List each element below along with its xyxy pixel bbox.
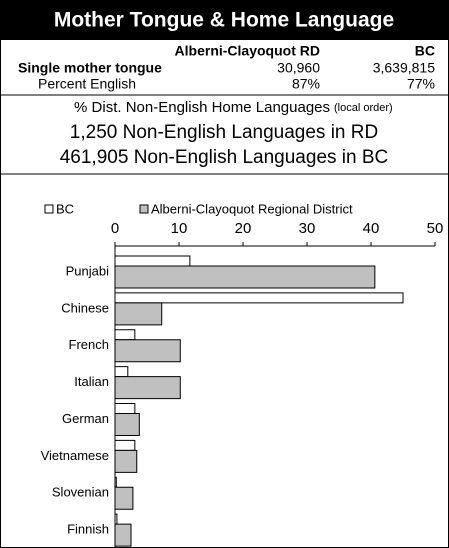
y-tick-label: Chinese xyxy=(61,300,109,315)
bar xyxy=(114,302,163,326)
y-tick-label: Slovenian xyxy=(52,485,109,500)
cell: 30,960 xyxy=(277,60,320,76)
x-tick-label: 50 xyxy=(427,220,444,237)
x-tick-label: 30 xyxy=(299,220,316,237)
bar xyxy=(114,413,140,436)
x-tick-label: 20 xyxy=(235,220,252,237)
cell: 77% xyxy=(407,76,435,92)
bar xyxy=(114,449,138,473)
bar xyxy=(114,292,404,304)
bar xyxy=(114,329,136,341)
bar xyxy=(114,265,376,289)
y-tick-label: Finnish xyxy=(67,522,109,537)
title: Mother Tongue & Home Language xyxy=(54,9,394,32)
cell: 87% xyxy=(292,76,320,92)
summary-heading: % Dist. Non-English Home Languages xyxy=(74,99,330,116)
cell: 3,639,815 xyxy=(373,60,435,76)
row-label: Percent English xyxy=(38,76,136,92)
legend-swatch xyxy=(139,204,149,214)
legend-swatch xyxy=(44,204,54,214)
title-band xyxy=(0,0,449,40)
bar xyxy=(114,403,136,414)
x-tick-label: 10 xyxy=(171,220,188,237)
bar xyxy=(114,339,181,363)
legend-label: BC xyxy=(56,201,74,216)
bar xyxy=(114,376,181,400)
y-tick-label: Vietnamese xyxy=(41,448,109,463)
column-header: Alberni-Clayoquot RD xyxy=(175,43,320,59)
y-tick-label: French xyxy=(69,337,109,352)
x-tick-label: 0 xyxy=(111,220,119,237)
x-tick-label: 40 xyxy=(363,220,380,237)
bar xyxy=(114,366,129,378)
y-tick-label: German xyxy=(62,411,109,426)
y-tick-label: Italian xyxy=(74,374,109,389)
bar xyxy=(114,513,118,525)
bar xyxy=(114,523,132,547)
bar xyxy=(114,476,117,488)
bar xyxy=(114,439,136,451)
bar xyxy=(114,255,191,267)
legend-label: Alberni-Clayoquot Regional District xyxy=(151,201,353,216)
bar xyxy=(114,486,134,510)
summary-line: 1,250 Non-English Languages in RD xyxy=(70,122,378,143)
summary-note: (local order) xyxy=(334,102,393,114)
row-label: Single mother tongue xyxy=(18,60,162,76)
y-tick-label: Punjabi xyxy=(66,263,109,278)
column-header: BC xyxy=(415,43,435,59)
summary-line: 461,905 Non-English Languages in BC xyxy=(60,147,389,168)
